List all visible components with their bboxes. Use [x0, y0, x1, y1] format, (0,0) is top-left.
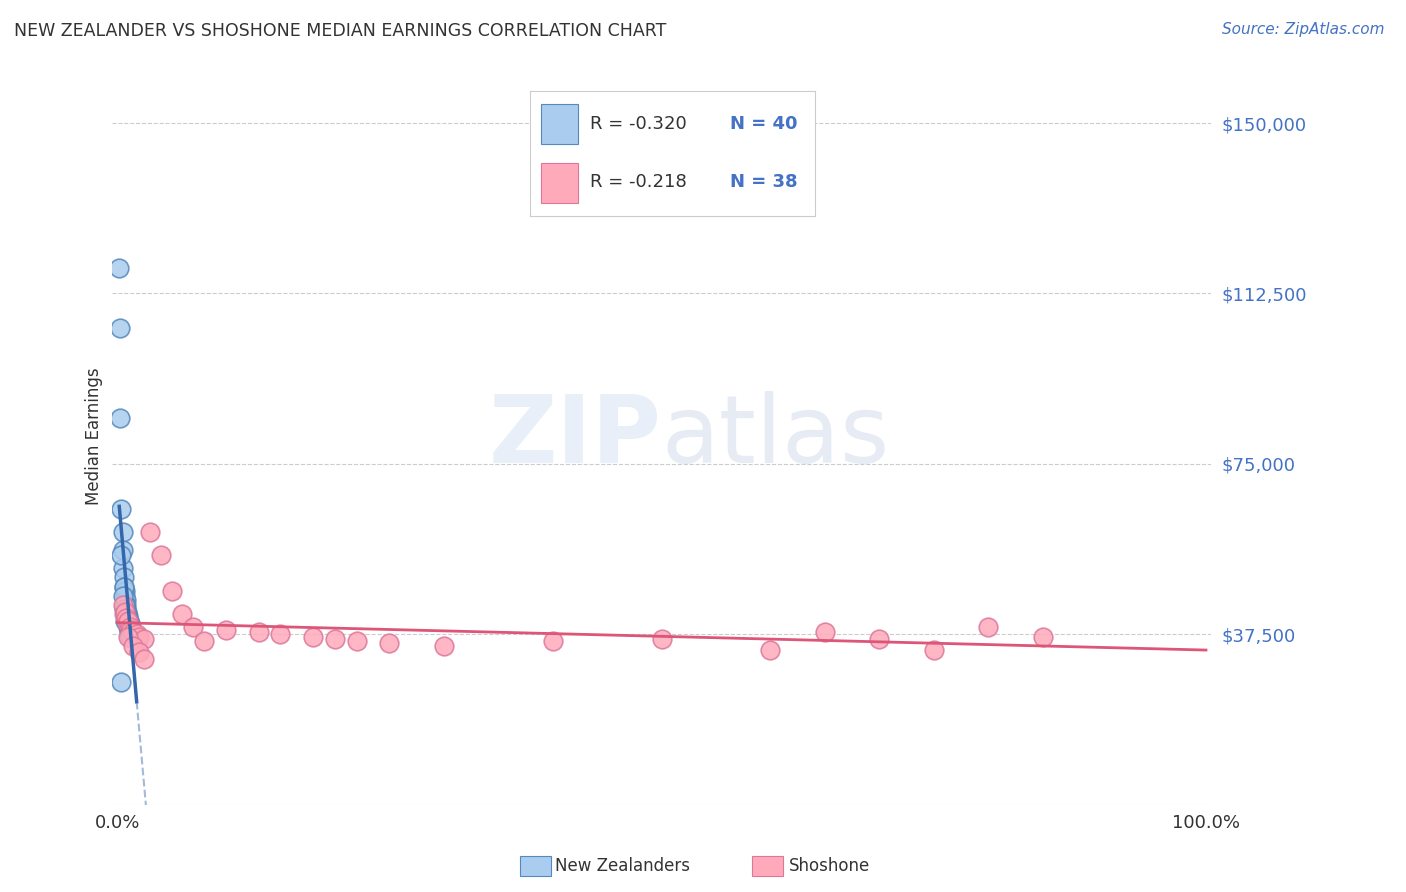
- Point: [759, 643, 782, 657]
- Point: [117, 611, 139, 625]
- Point: [111, 561, 134, 575]
- Point: [814, 625, 837, 640]
- Point: [302, 630, 325, 644]
- Point: [110, 320, 132, 334]
- Point: [110, 675, 132, 690]
- Point: [111, 524, 134, 539]
- Point: [651, 632, 673, 646]
- Point: [114, 607, 136, 621]
- Point: [120, 615, 142, 630]
- Point: [114, 602, 136, 616]
- Point: [114, 589, 136, 603]
- Point: [149, 548, 172, 562]
- Point: [115, 605, 138, 619]
- Point: [114, 584, 136, 599]
- Point: [117, 620, 139, 634]
- Point: [139, 524, 162, 539]
- Point: [118, 625, 141, 640]
- Point: [110, 411, 132, 425]
- Point: [120, 620, 142, 634]
- Point: [541, 634, 564, 648]
- Point: [124, 632, 146, 646]
- Point: [215, 623, 238, 637]
- Point: [117, 609, 139, 624]
- Point: [122, 625, 145, 640]
- Point: [114, 611, 136, 625]
- Point: [346, 634, 368, 648]
- Text: NEW ZEALANDER VS SHOSHONE MEDIAN EARNINGS CORRELATION CHART: NEW ZEALANDER VS SHOSHONE MEDIAN EARNING…: [14, 22, 666, 40]
- Point: [118, 614, 141, 628]
- Point: [134, 652, 156, 666]
- Point: [114, 593, 136, 607]
- Point: [111, 598, 134, 612]
- Point: [115, 611, 138, 625]
- Point: [115, 615, 138, 630]
- Point: [117, 614, 139, 628]
- Point: [112, 580, 135, 594]
- Text: New Zealanders: New Zealanders: [555, 857, 690, 875]
- Point: [120, 623, 142, 637]
- Point: [193, 634, 215, 648]
- Point: [128, 630, 150, 644]
- Point: [114, 598, 136, 612]
- Point: [269, 627, 291, 641]
- Text: atlas: atlas: [662, 391, 890, 483]
- Point: [114, 598, 136, 612]
- Point: [868, 632, 890, 646]
- Point: [111, 543, 134, 558]
- Point: [160, 584, 183, 599]
- Point: [134, 632, 156, 646]
- Point: [247, 625, 270, 640]
- Point: [108, 261, 131, 276]
- Y-axis label: Median Earnings: Median Earnings: [86, 368, 103, 506]
- Point: [115, 607, 138, 621]
- Point: [110, 548, 132, 562]
- Point: [125, 627, 148, 641]
- Point: [181, 620, 204, 634]
- Point: [120, 620, 142, 634]
- Point: [112, 580, 135, 594]
- Point: [120, 630, 142, 644]
- Point: [114, 614, 136, 628]
- Text: Shoshone: Shoshone: [789, 857, 870, 875]
- Point: [121, 625, 143, 640]
- Point: [124, 630, 146, 644]
- Point: [323, 632, 346, 646]
- Point: [112, 607, 135, 621]
- Point: [125, 634, 148, 648]
- Point: [128, 645, 150, 659]
- Point: [922, 643, 945, 657]
- Point: [112, 570, 135, 584]
- Point: [977, 620, 1000, 634]
- Text: ZIP: ZIP: [489, 391, 662, 483]
- Point: [110, 502, 132, 516]
- Point: [433, 639, 456, 653]
- Point: [111, 589, 134, 603]
- Point: [120, 618, 142, 632]
- Point: [120, 623, 142, 637]
- Point: [112, 602, 135, 616]
- Point: [117, 630, 139, 644]
- Text: Source: ZipAtlas.com: Source: ZipAtlas.com: [1222, 22, 1385, 37]
- Point: [114, 605, 136, 619]
- Point: [122, 639, 145, 653]
- Point: [1032, 630, 1054, 644]
- Point: [378, 636, 401, 650]
- Point: [122, 627, 145, 641]
- Point: [172, 607, 194, 621]
